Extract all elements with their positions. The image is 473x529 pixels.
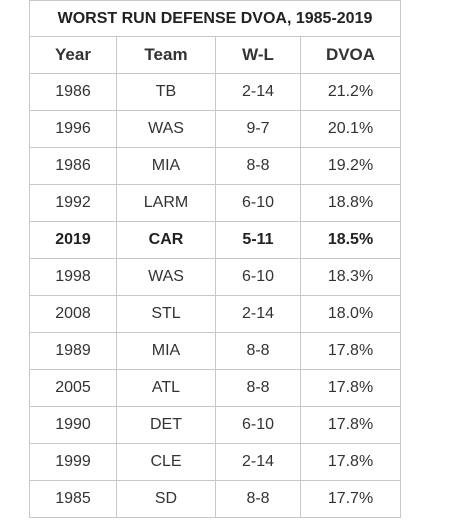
table-row: 1996 WAS 9-7 20.1%: [29, 110, 401, 148]
wl-cell: 6-10: [215, 258, 301, 296]
table-header-row: Year Team W-L DVOA: [29, 36, 401, 74]
wl-cell: 8-8: [215, 480, 301, 518]
dvoa-cell: 20.1%: [300, 110, 401, 148]
team-cell: LARM: [116, 184, 216, 222]
table-row: 2005 ATL 8-8 17.8%: [29, 369, 401, 407]
column-header-team: Team: [116, 36, 216, 74]
year-cell: 2019: [29, 221, 117, 259]
column-header-wl: W-L: [215, 36, 301, 74]
table-row: 1999 CLE 2-14 17.8%: [29, 443, 401, 481]
year-cell: 1992: [29, 184, 117, 222]
dvoa-cell: 17.7%: [300, 480, 401, 518]
table-row: 1986 MIA 8-8 19.2%: [29, 147, 401, 185]
team-cell: DET: [116, 406, 216, 444]
team-cell: STL: [116, 295, 216, 333]
team-cell: MIA: [116, 332, 216, 370]
table-row: 1992 LARM 6-10 18.8%: [29, 184, 401, 222]
team-cell: SD: [116, 480, 216, 518]
wl-cell: 6-10: [215, 184, 301, 222]
table-body: 1986 TB 2-14 21.2% 1996 WAS 9-7 20.1% 1986 MIA 8-8…: [29, 73, 401, 518]
column-header-year: Year: [29, 36, 117, 74]
wl-cell: 2-14: [215, 73, 301, 111]
table-row: 1989 MIA 8-8 17.8%: [29, 332, 401, 370]
dvoa-cell: 18.8%: [300, 184, 401, 222]
wl-cell: 8-8: [215, 332, 301, 370]
wl-cell: 9-7: [215, 110, 301, 148]
wl-cell: 5-11: [215, 221, 301, 259]
team-cell: CLE: [116, 443, 216, 481]
year-cell: 1998: [29, 258, 117, 296]
year-cell: 1989: [29, 332, 117, 370]
run-defense-table: WORST RUN DEFENSE DVOA, 1985-2019 Year T…: [29, 0, 401, 518]
table-title: WORST RUN DEFENSE DVOA, 1985-2019: [29, 0, 401, 37]
wl-cell: 8-8: [215, 369, 301, 407]
year-cell: 2008: [29, 295, 117, 333]
year-cell: 1999: [29, 443, 117, 481]
table-row: 1985 SD 8-8 17.7%: [29, 480, 401, 518]
year-cell: 1990: [29, 406, 117, 444]
year-cell: 1986: [29, 73, 117, 111]
dvoa-cell: 18.5%: [300, 221, 401, 259]
table-row: 2019 CAR 5-11 18.5%: [29, 221, 401, 259]
year-cell: 2005: [29, 369, 117, 407]
year-cell: 1986: [29, 147, 117, 185]
team-cell: WAS: [116, 110, 216, 148]
wl-cell: 6-10: [215, 406, 301, 444]
dvoa-cell: 21.2%: [300, 73, 401, 111]
team-cell: CAR: [116, 221, 216, 259]
table-row: 2008 STL 2-14 18.0%: [29, 295, 401, 333]
table-row: 1998 WAS 6-10 18.3%: [29, 258, 401, 296]
dvoa-cell: 17.8%: [300, 369, 401, 407]
dvoa-cell: 19.2%: [300, 147, 401, 185]
team-cell: MIA: [116, 147, 216, 185]
dvoa-cell: 17.8%: [300, 332, 401, 370]
column-header-dvoa: DVOA: [300, 36, 401, 74]
table-title-row: WORST RUN DEFENSE DVOA, 1985-2019: [29, 0, 401, 37]
wl-cell: 8-8: [215, 147, 301, 185]
dvoa-cell: 17.8%: [300, 406, 401, 444]
table-row: 1986 TB 2-14 21.2%: [29, 73, 401, 111]
team-cell: ATL: [116, 369, 216, 407]
team-cell: TB: [116, 73, 216, 111]
table-row: 1990 DET 6-10 17.8%: [29, 406, 401, 444]
wl-cell: 2-14: [215, 443, 301, 481]
team-cell: WAS: [116, 258, 216, 296]
wl-cell: 2-14: [215, 295, 301, 333]
year-cell: 1985: [29, 480, 117, 518]
dvoa-cell: 18.0%: [300, 295, 401, 333]
dvoa-cell: 18.3%: [300, 258, 401, 296]
year-cell: 1996: [29, 110, 117, 148]
dvoa-cell: 17.8%: [300, 443, 401, 481]
